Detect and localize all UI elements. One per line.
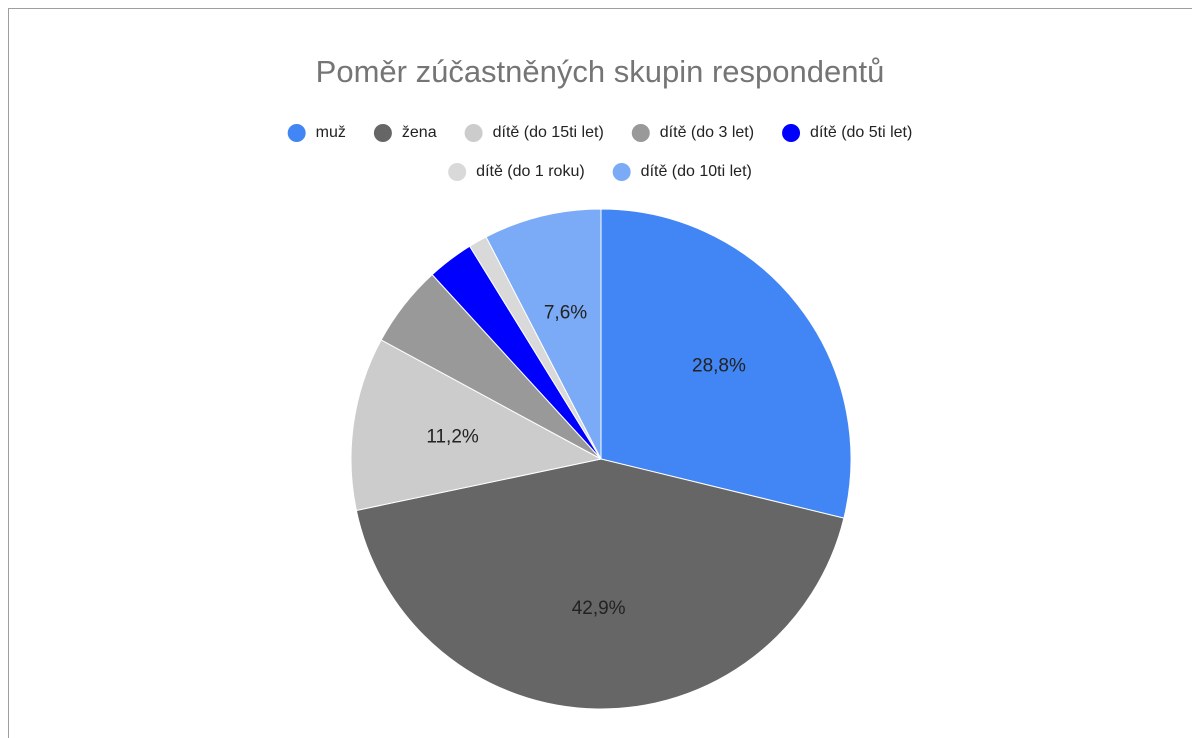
legend-label: dítě (do 3 let) — [660, 124, 754, 141]
legend-swatch — [448, 163, 467, 181]
slice-label: 7,6% — [544, 302, 587, 323]
pie-slice — [600, 208, 852, 519]
legend-label: dítě (do 1 roku) — [476, 163, 585, 180]
legend-label: muž — [316, 124, 346, 141]
slice-label: 42,9% — [572, 598, 626, 619]
pie-slice — [355, 458, 845, 710]
chart-title: Poměr zúčastněných skupin respondentů — [316, 54, 885, 89]
legend-swatch — [373, 124, 392, 142]
legend-row: dítě (do 1 roku) dítě (do 10ti let) — [448, 163, 752, 181]
legend-label: dítě (do 10ti let) — [641, 163, 752, 180]
legend-swatch — [631, 124, 650, 142]
legend-label: dítě (do 15ti let) — [493, 124, 604, 141]
legend-swatch — [782, 124, 801, 142]
legend-swatch — [612, 163, 631, 181]
pie-slice — [485, 208, 602, 460]
pie-slice — [350, 339, 603, 512]
legend-row: muž žena dítě (do 15ti let) dítě (do 3 let)… — [287, 124, 912, 142]
slice-label: 28,8% — [692, 355, 746, 376]
legend-swatch — [287, 124, 306, 142]
legend-label: žena — [402, 124, 437, 141]
legend-label: dítě (do 5ti let) — [810, 124, 912, 141]
legend-swatch — [464, 124, 483, 142]
slice-label: 11,2% — [426, 426, 479, 447]
